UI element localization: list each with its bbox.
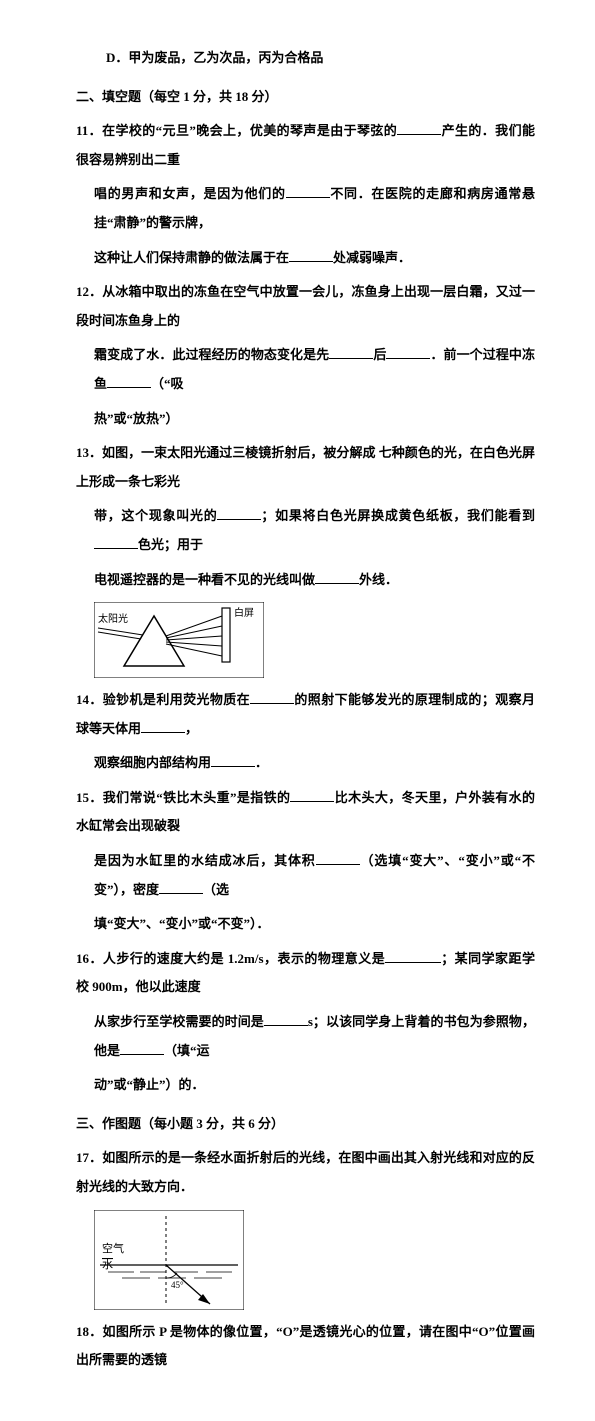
q11-text-1: 11．在学校的“元旦”晚会上，优美的琴声是由于琴弦的 [76,123,397,138]
q15-text-3: 是因为水缸里的水结成冰后，其体积 [94,853,316,868]
page-container: D．甲为废品，乙为次品，丙为合格品 二、填空题（每空 1 分，共 18 分） 1… [0,0,595,1421]
prism-svg: 白屏 太阳光 [94,602,264,678]
blank [141,718,185,733]
q13-text-3: 色光；用于 [138,537,203,552]
blank [286,183,330,198]
q14-text-4: 观察细胞内部结构用 [94,755,211,770]
q16-line2: 从家步行至学校需要的时间是s；以该同学身上背着的书包为参照物，他是（填“运 [76,1008,535,1065]
option-d: D．甲为废品，乙为次品，丙为合格品 [76,44,535,73]
q12-text-2: 后 [373,347,386,362]
q12-line2: 霜变成了水．此过程经历的物态变化是先后．前一个过程中冻鱼（“吸 [76,341,535,398]
water-label: 水 [102,1258,113,1271]
blank [107,373,151,388]
blank [290,787,334,802]
blank [94,534,138,549]
sunlight-label: 太阳光 [98,612,128,625]
q16-text-3: 从家步行至学校需要的时间是 [94,1014,264,1029]
refraction-svg: 45° 空气 水 [94,1210,244,1310]
q14-line1: 14．验钞机是利用荧光物质在的照射下能够发光的原理制成的；观察月球等天体用， [76,686,535,743]
blank [397,120,441,135]
blank [315,569,359,584]
q11-text-5: 这种让人们保持肃静的做法属于在 [94,250,289,265]
blank [316,850,360,865]
q15-text-5: （选 [203,882,229,897]
q15-line3: 填“变大”、“变小”或“不变”）． [76,910,535,939]
q12-line3: 热”或“放热”） [76,405,535,434]
section-3-header: 三、作图题（每小题 3 分，共 6 分） [76,1110,535,1139]
q11-text-6: 处减弱噪声． [333,250,411,265]
q14-text-1: 14．验钞机是利用荧光物质在 [76,692,250,707]
section-2-header: 二、填空题（每空 1 分，共 18 分） [76,83,535,112]
angle-label: 45° [171,1280,184,1290]
q13-text-2: ；如果将白色光屏换成黄色纸板，我们能看到 [261,508,535,523]
blank [217,505,261,520]
q15-text-1: 15．我们常说“铁比木头重”是指铁的 [76,790,290,805]
q13-line2: 带，这个现象叫光的 ；如果将白色光屏换成黄色纸板，我们能看到色光；用于 [76,502,535,559]
q16-line3: 动”或“静止”）的． [76,1071,535,1100]
q14-line2: 观察细胞内部结构用 ． [76,749,535,778]
q16-text-5: （填“运 [164,1043,210,1058]
q13-text-1: 带，这个现象叫光的 [94,508,217,523]
blank [211,752,255,767]
q15-line2: 是因为水缸里的水结成冰后，其体积（选填“变大”、“变小”或“不变”），密度（选 [76,847,535,904]
q12-line1: 12．从冰箱中取出的冻鱼在空气中放置一会儿，冻鱼身上出现一层白霜，又过一段时间冻… [76,278,535,335]
q18-line: 18．如图所示 P 是物体的像位置，“O”是透镜光心的位置，请在图中“O”位置画… [76,1318,535,1375]
q12-text-4: （“吸 [151,376,184,391]
blank [385,948,441,963]
screen-rect [222,608,230,662]
q16-line1: 16．人步行的速度大约是 1.2m/s，表示的物理意义是；某同学家距学校 900… [76,945,535,1002]
figure-refraction: 45° 空气 水 [94,1210,535,1310]
q11-line2: 唱的男声和女声，是因为他们的不同．在医院的走廊和病房通常悬挂“肃静”的警示牌， [76,180,535,237]
q13-line1: 13．如图，一束太阳光通过三棱镜折射后，被分解成 七种颜色的光，在白色光屏上形成… [76,439,535,496]
q15-line1: 15．我们常说“铁比木头重”是指铁的比木头大，冬天里，户外装有水的水缸常会出现破… [76,784,535,841]
blank [289,247,333,262]
blank [329,344,373,359]
q16-text-1: 16．人步行的速度大约是 1.2m/s，表示的物理意义是 [76,951,385,966]
blank [250,689,294,704]
q13-line3: 电视遥控器的是一种看不见的光线叫做 外线． [76,566,535,595]
fig-border [94,1210,244,1310]
q13-text-5: 外线． [359,572,398,587]
blank [120,1040,164,1055]
blank [159,879,203,894]
q13-text-4: 电视遥控器的是一种看不见的光线叫做 [94,572,315,587]
q12-text-1: 霜变成了水．此过程经历的物态变化是先 [94,347,329,362]
blank [264,1011,308,1026]
blank [386,344,430,359]
q11-line1: 11．在学校的“元旦”晚会上，优美的琴声是由于琴弦的产生的．我们能很容易辨别出二… [76,117,535,174]
q14-text-5: ． [255,755,268,770]
q17-line: 17．如图所示的是一条经水面折射后的光线，在图中画出其入射光线和对应的反射光线的… [76,1144,535,1201]
q14-text-3: ， [185,721,198,736]
q11-line3: 这种让人们保持肃静的做法属于在 处减弱噪声． [76,244,535,273]
q11-text-3: 唱的男声和女声，是因为他们的 [94,186,286,201]
screen-label: 白屏 [234,606,254,619]
air-label: 空气 [102,1241,124,1255]
figure-prism: 白屏 太阳光 [94,602,535,678]
